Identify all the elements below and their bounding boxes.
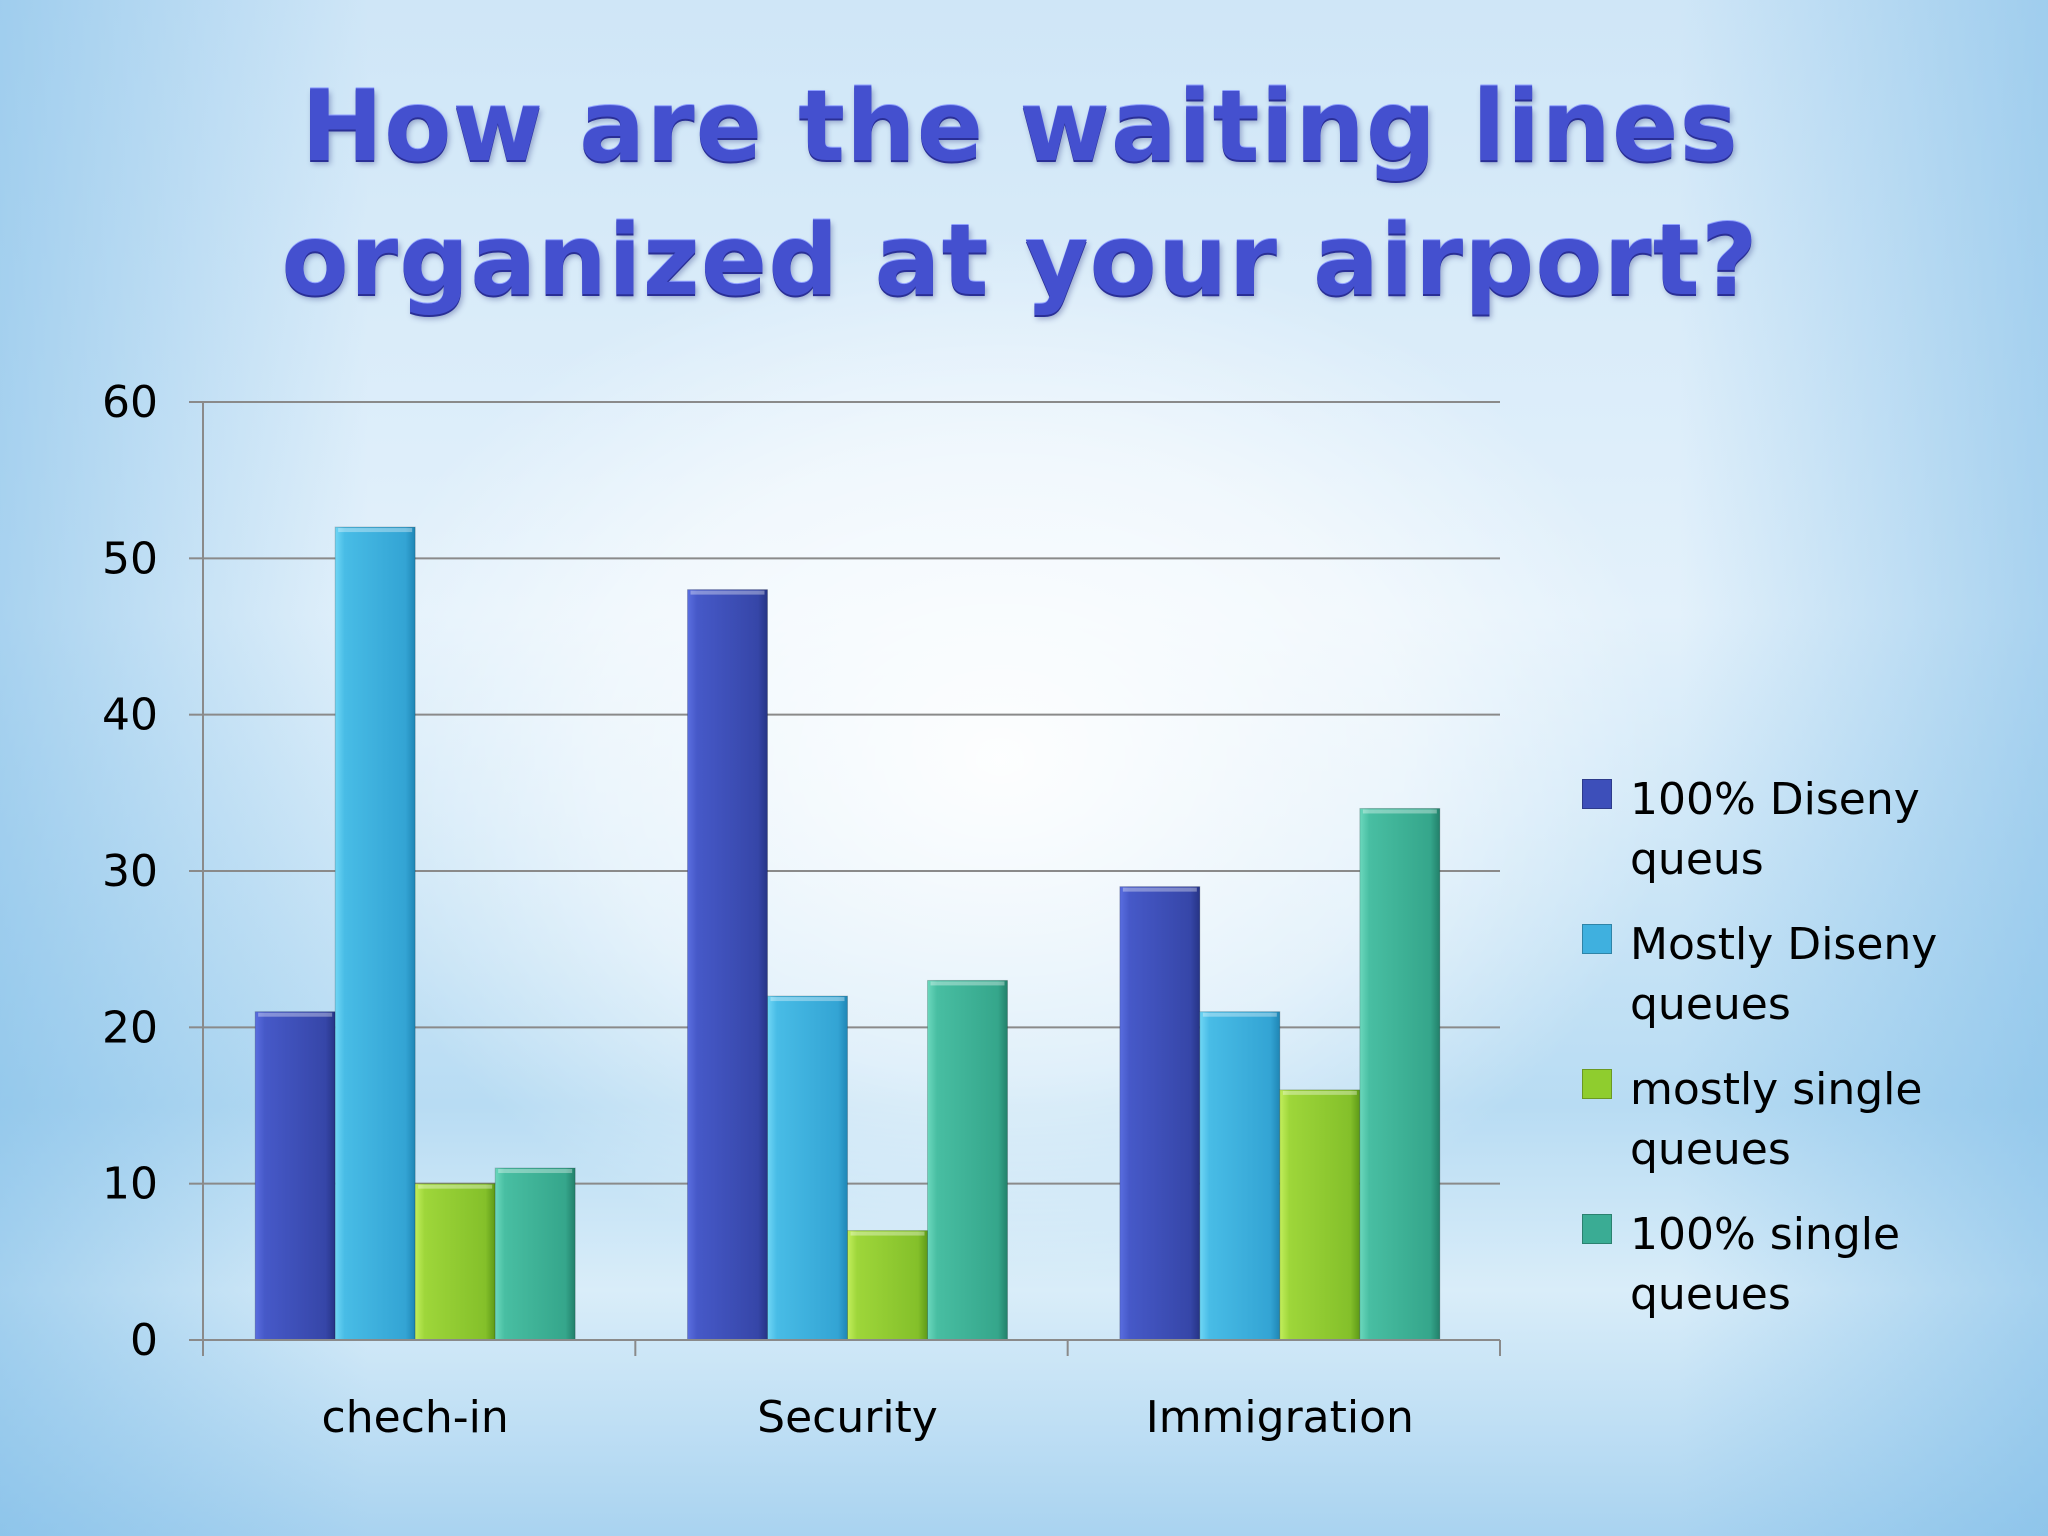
bar [687, 589, 768, 1341]
bar-highlight [1202, 1012, 1277, 1017]
legend-swatch [1582, 1069, 1612, 1099]
y-tick-label: 40 [102, 690, 158, 741]
y-tick-label: 30 [102, 846, 158, 897]
bar-highlight [1282, 1090, 1357, 1095]
y-tick-label: 60 [102, 377, 158, 428]
category-label: Immigration [1146, 1392, 1414, 1443]
bar [1119, 886, 1201, 1341]
bar [1199, 1011, 1281, 1341]
y-tick-label: 0 [130, 1315, 158, 1366]
legend-item: 100% Diseny queus [1582, 770, 2002, 890]
bar-highlight [850, 1231, 925, 1236]
bar [1279, 1089, 1361, 1341]
y-tick-labels: 0 10 20 30 40 50 60 [102, 377, 158, 1366]
chart-title: How are the waiting lines organized at y… [281, 70, 1759, 318]
legend: 100% Diseny queus Mostly Diseny queues mos… [1582, 770, 2002, 1350]
bar [767, 995, 848, 1341]
legend-item: 100% single queues [1582, 1205, 2002, 1325]
bar-highlight [1362, 809, 1437, 814]
legend-item: mostly single queues [1582, 1060, 2002, 1180]
y-tick-label: 10 [102, 1159, 158, 1210]
bar-highlight [1122, 887, 1197, 892]
bars [254, 526, 1441, 1341]
category-label: chech-in [322, 1392, 509, 1443]
bar [927, 979, 1008, 1341]
y-tick-label: 50 [102, 533, 158, 584]
legend-item: Mostly Diseny queues [1582, 915, 2002, 1035]
bar [254, 1011, 336, 1341]
bar [494, 1167, 576, 1341]
bar-highlight [498, 1169, 573, 1174]
legend-swatch [1582, 779, 1612, 809]
bar-highlight [338, 528, 413, 533]
bar [414, 1183, 496, 1341]
category-label: Security [757, 1392, 938, 1443]
category-labels: chech-in Security Immigration [322, 1392, 1414, 1443]
legend-label: 100% single queues [1630, 1209, 1901, 1320]
y-tick-label: 20 [102, 1002, 158, 1053]
legend-label: Mostly Diseny queues [1630, 919, 1938, 1030]
legend-swatch [1582, 924, 1612, 954]
bar-highlight [770, 997, 845, 1002]
legend-label: mostly single queues [1630, 1064, 1923, 1175]
bar [847, 1230, 928, 1341]
bar [334, 526, 416, 1341]
legend-swatch [1582, 1214, 1612, 1244]
axes [189, 401, 1501, 1356]
legend-label: 100% Diseny queus [1630, 774, 1920, 885]
bar-highlight [930, 981, 1005, 986]
bar-highlight [418, 1184, 493, 1189]
bar-highlight [690, 590, 765, 595]
bar [1359, 807, 1441, 1341]
bar-highlight [258, 1012, 333, 1017]
